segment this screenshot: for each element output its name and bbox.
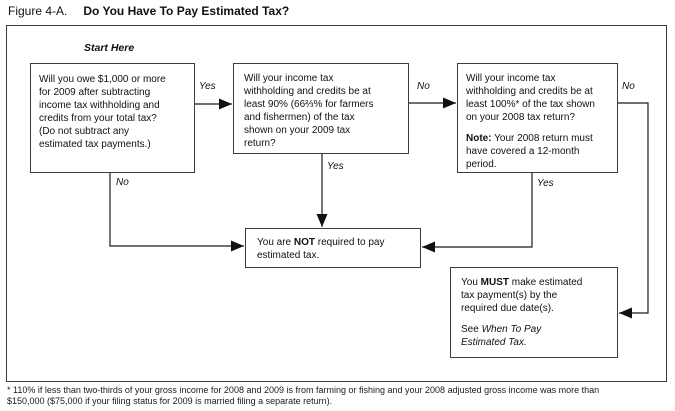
must-pay-text-pre: You — [461, 277, 481, 288]
must-pay-emphasis: MUST — [480, 277, 509, 288]
must-pay-text: You MUST make estimated tax payment(s) b… — [461, 276, 613, 315]
question-box-100-percent-2008-note: Note: Your 2008 return must have covered… — [466, 132, 614, 171]
not-required-text-post: required to pay estimated tax. — [257, 237, 385, 261]
edge-label-q3-no: No — [622, 81, 635, 92]
question-box-100-percent-2008: Will your income tax withholding and cre… — [457, 63, 618, 173]
result-box-must-pay: You MUST make estimated tax payment(s) b… — [450, 267, 618, 358]
edge-label-q1-no: No — [116, 177, 129, 188]
edge-label-q3-yes: Yes — [537, 178, 554, 189]
result-box-not-required: You are NOT required to pay estimated ta… — [245, 228, 421, 268]
note-text: Your 2008 return must have covered a 12-… — [466, 133, 593, 170]
question-box-90-percent-2009: Will your income tax withholding and cre… — [233, 63, 409, 154]
note-label: Note: — [466, 133, 492, 144]
question-box-owe-1000: Will you owe $1,000 or more for 2009 aft… — [30, 63, 195, 173]
figure-title: Figure 4-A. Do You Have To Pay Estimated … — [8, 4, 289, 18]
footnote-line-2: $150,000 ($75,000 if your filing status … — [7, 396, 333, 406]
figure-heading: Do You Have To Pay Estimated Tax? — [83, 4, 290, 18]
footnote: * 110% if less than two-thirds of your g… — [7, 385, 669, 407]
footnote-line-1: * 110% if less than two-thirds of your g… — [7, 385, 600, 395]
figure-number: Figure 4-A. — [8, 4, 68, 18]
see-label: See — [461, 324, 482, 335]
question-box-100-percent-2008-text: Will your income tax withholding and cre… — [466, 73, 595, 123]
see-reference-title: When To Pay Estimated Tax. — [461, 324, 542, 348]
question-box-owe-1000-text: Will you owe $1,000 or more for 2009 aft… — [39, 74, 166, 150]
flowchart-frame — [6, 25, 667, 382]
edge-label-q2-no: No — [417, 81, 430, 92]
must-pay-text-post: make estimated tax payment(s) by the req… — [461, 277, 583, 314]
not-required-text-pre: You are — [257, 237, 294, 248]
question-box-90-percent-2009-text: Will your income tax withholding and cre… — [244, 73, 374, 149]
edge-label-q1-yes: Yes — [199, 81, 216, 92]
not-required-emphasis: NOT — [293, 237, 315, 248]
start-here-label: Start Here — [84, 42, 135, 54]
edge-label-q2-yes: Yes — [327, 161, 344, 172]
must-pay-see-reference: See When To Pay Estimated Tax. — [461, 323, 613, 349]
